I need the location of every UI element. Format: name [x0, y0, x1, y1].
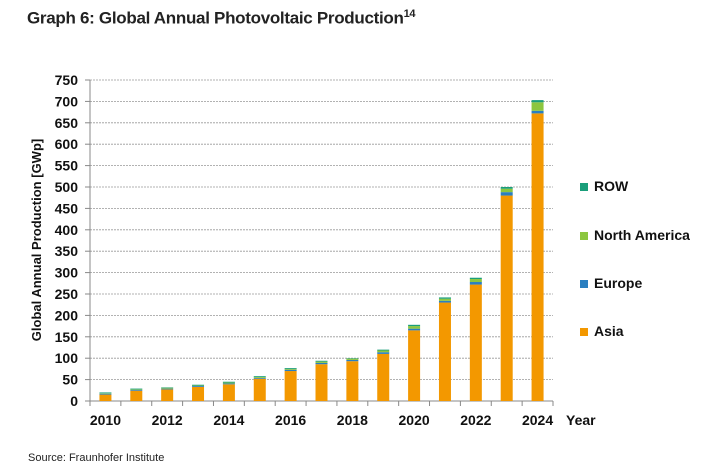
- bar-asia: [222, 384, 235, 401]
- bar-asia: [500, 195, 513, 401]
- y-tick-label: 100: [55, 350, 79, 366]
- bar-asia: [192, 386, 205, 401]
- bar-asia: [531, 113, 544, 401]
- bar-europe: [346, 359, 359, 362]
- bar-asia: [315, 364, 328, 401]
- y-tick-label: 300: [55, 265, 79, 281]
- y-tick-label: 350: [55, 243, 79, 259]
- bar-north-america: [284, 368, 297, 370]
- title-footnote: 14: [403, 8, 416, 20]
- bar-row: [469, 277, 482, 280]
- y-tick-label: 250: [55, 286, 79, 302]
- y-tick-label: 400: [55, 222, 79, 238]
- bar-north-america: [346, 358, 359, 360]
- x-tick-label: 2016: [275, 412, 306, 428]
- x-tick-label: 2018: [337, 412, 368, 428]
- bar-north-america: [469, 279, 482, 283]
- bar-asia: [346, 361, 359, 401]
- bar-europe: [315, 362, 328, 365]
- bar-europe: [284, 369, 297, 372]
- bar-row: [408, 324, 421, 327]
- title-text: Graph 6: Global Annual Photovoltaic Prod…: [27, 8, 404, 28]
- bar-asia: [408, 330, 421, 401]
- bar-north-america: [222, 382, 235, 384]
- bar-north-america: [531, 102, 544, 111]
- bar-row: [192, 384, 205, 386]
- x-tick-label: 2010: [90, 412, 121, 428]
- bar-north-america: [438, 298, 451, 301]
- legend-swatch: [580, 183, 588, 191]
- bar-europe: [130, 389, 143, 391]
- legend-swatch: [580, 280, 588, 288]
- bar-asia: [99, 394, 112, 401]
- legend-swatch: [580, 232, 588, 240]
- bar-europe: [500, 192, 513, 196]
- y-axis-label: Global Annual Production [GWp]: [29, 139, 44, 341]
- bar-north-america: [315, 361, 328, 363]
- bar-asia: [130, 390, 143, 401]
- legend-swatch: [580, 328, 588, 336]
- bar-row: [377, 349, 390, 351]
- bar-north-america: [408, 326, 421, 329]
- bar-europe: [99, 393, 112, 395]
- x-tick-label: 2022: [460, 412, 491, 428]
- bar-row: [284, 368, 297, 369]
- bar-europe: [469, 282, 482, 285]
- bar-row: [222, 381, 235, 383]
- bar-asia: [284, 371, 297, 401]
- y-tick-label: 750: [55, 72, 79, 88]
- bar-north-america: [161, 387, 174, 389]
- bar-asia: [469, 284, 482, 401]
- y-tick-label: 150: [55, 329, 79, 345]
- legend-label: ROW: [594, 178, 629, 194]
- bar-row: [438, 297, 451, 299]
- y-tick-label: 450: [55, 200, 79, 216]
- chart-title: Graph 6: Global Annual Photovoltaic Prod…: [27, 8, 416, 29]
- bar-north-america: [500, 188, 513, 193]
- bar-europe: [253, 377, 266, 379]
- y-tick-label: 700: [55, 93, 79, 109]
- x-tick-label: 2020: [399, 412, 430, 428]
- y-tick-label: 650: [55, 115, 79, 131]
- bar-north-america: [253, 377, 266, 378]
- legend-label: North America: [594, 227, 690, 243]
- bar-europe: [222, 383, 235, 385]
- bar-asia: [438, 302, 451, 401]
- y-tick-label: 550: [55, 158, 79, 174]
- bar-row: [253, 376, 266, 378]
- y-tick-label: 200: [55, 307, 79, 323]
- source-note: Source: Fraunhofer Institute: [28, 452, 165, 464]
- bar-row: [500, 187, 513, 189]
- x-tick-label: 2024: [522, 412, 553, 428]
- bar-europe: [161, 388, 174, 390]
- bar-europe: [438, 300, 451, 303]
- y-tick-label: 500: [55, 179, 79, 195]
- bar-asia: [253, 378, 266, 401]
- y-tick-label: 0: [70, 393, 78, 409]
- bar-asia: [377, 353, 390, 401]
- bar-row: [130, 388, 143, 390]
- y-tick-label: 600: [55, 136, 79, 152]
- x-tick-label: 2012: [152, 412, 183, 428]
- bar-europe: [377, 352, 390, 354]
- bar-row: [315, 360, 328, 362]
- bar-europe: [531, 110, 544, 114]
- bar-north-america: [377, 350, 390, 353]
- bar-asia: [161, 389, 174, 401]
- bar-europe: [408, 328, 421, 331]
- bar-row: [99, 392, 112, 394]
- y-tick-label: 50: [62, 372, 78, 388]
- legend-label: Asia: [594, 323, 624, 339]
- x-axis-label: Year: [566, 412, 596, 428]
- bar-europe: [192, 386, 205, 387]
- x-tick-label: 2014: [213, 412, 244, 428]
- bar-row: [531, 100, 544, 103]
- legend-label: Europe: [594, 275, 642, 291]
